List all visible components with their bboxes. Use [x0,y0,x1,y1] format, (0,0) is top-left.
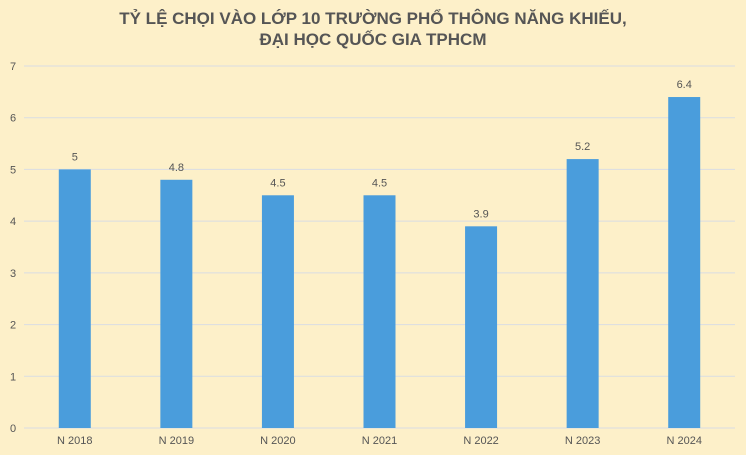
chart-title-line-1: TỶ LỆ CHỌI VÀO LỚP 10 TRƯỜNG PHỔ THÔNG N… [119,9,627,28]
y-tick-label: 7 [10,61,16,73]
y-tick-label: 1 [10,371,16,383]
x-tick-label: N 2018 [57,435,92,447]
x-tick-label: N 2020 [260,435,295,447]
chart-title: TỶ LỆ CHỌI VÀO LỚP 10 TRƯỜNG PHỔ THÔNG N… [0,8,746,50]
x-tick-label: N 2019 [159,435,194,447]
y-tick-label: 4 [10,216,16,228]
y-tick-label: 3 [10,268,16,280]
x-tick-label: N 2021 [362,435,397,447]
y-tick-label: 5 [10,164,16,176]
data-label: 6.4 [677,79,692,91]
bar [465,226,498,428]
data-label: 4.8 [169,162,184,174]
data-label: 4.5 [372,177,387,189]
bar [58,169,91,428]
bar [566,159,599,429]
bar [363,195,396,428]
data-label: 5.2 [575,141,590,153]
bar [668,97,701,429]
data-label: 5 [72,151,78,163]
data-label: 4.5 [270,177,285,189]
x-tick-label: N 2024 [666,435,701,447]
y-tick-label: 2 [10,320,16,332]
x-tick-label: N 2022 [463,435,498,447]
data-label: 3.9 [473,208,488,220]
y-tick-label: 0 [10,423,16,435]
bar [160,179,193,428]
chart-title-line-2: ĐẠI HỌC QUỐC GIA TPHCM [259,30,487,49]
y-tick-label: 6 [10,113,16,125]
bar [261,195,294,428]
x-tick-label: N 2023 [565,435,600,447]
